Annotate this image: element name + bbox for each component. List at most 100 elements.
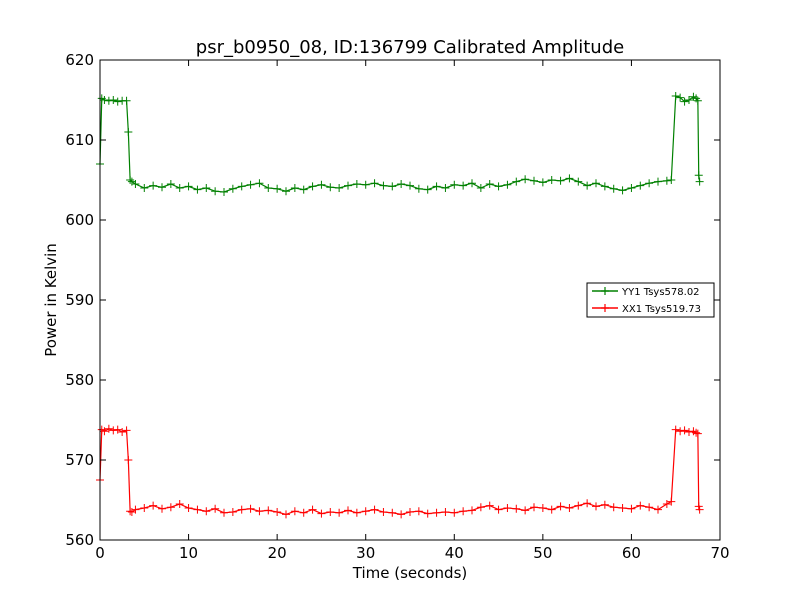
data-point [476,184,485,192]
data-point [308,505,317,514]
data-point [352,508,361,517]
data-point [335,184,344,192]
data-point [574,177,583,186]
data-point [654,505,662,514]
data-point [370,505,379,514]
data-point [476,503,485,512]
data-point [211,504,220,513]
data-point [140,504,149,512]
data-point [149,181,158,190]
data-point [211,187,220,196]
data-point [149,501,158,510]
data-point [671,92,680,100]
data-point [100,427,109,436]
data-point [667,176,676,184]
data-point [694,502,703,511]
data-point [414,507,423,516]
data-point [468,179,476,188]
data-point [538,178,547,187]
data-point [104,96,113,105]
data-point [556,502,565,511]
data-point [556,176,565,185]
legend-entry-xx1: XX1 Tsys519.73 [592,304,701,315]
data-point [184,182,193,191]
data-point [335,508,344,517]
data-point [432,182,441,191]
data-point [388,182,397,191]
data-point [246,504,255,513]
data-point [494,505,503,514]
data-point [645,503,654,512]
data-point [685,96,693,104]
data-point [547,505,556,514]
legend-marker-xx1 [601,304,609,312]
data-point [662,500,671,508]
data-point [344,506,352,515]
data-point [503,504,512,512]
data-point [441,184,450,192]
data-point [255,507,264,516]
data-point [609,184,618,193]
data-point [397,510,406,519]
data-point [131,505,140,514]
data-point [636,181,645,190]
data-point [237,505,246,514]
data-point [693,96,702,105]
data-point [397,180,406,188]
data-point [290,184,299,192]
x-tick-label: 50 [533,544,552,562]
data-point [692,428,701,437]
data-point [695,177,704,186]
data-point [109,426,118,435]
plot-area: 0 10 20 30 40 50 60 70 560 570 580 590 600 610 620 [65,51,729,562]
data-point [361,180,370,189]
data-point [459,507,468,516]
data-point [255,179,264,188]
data-point [468,506,476,515]
data-point [184,504,193,512]
x-tick-label: 30 [356,544,375,562]
data-point [166,503,175,512]
chart-title: psr_b0950_08, ID:136799 Calibrated Ampli… [196,37,624,58]
data-point [459,181,468,190]
data-point [583,499,592,508]
data-point [494,182,503,191]
data-point [676,427,685,436]
data-point [627,504,636,513]
x-tick-label: 10 [179,544,198,562]
data-point [662,176,671,185]
data-point [645,179,654,188]
data-point [450,508,459,517]
legend-entry-yy1: YY1 Tsys578.02 [592,287,700,298]
x-tick-label: 20 [268,544,287,562]
data-point [282,510,290,519]
x-tick-label: 40 [445,544,464,562]
data-point [104,424,113,433]
data-point [485,180,494,188]
data-point [282,187,290,196]
data-point [618,186,627,195]
data-point [126,507,135,516]
data-point [694,171,703,180]
y-tick-label: 610 [65,131,94,149]
legend-label-yy1: YY1 Tsys578.02 [621,287,700,298]
data-point [237,182,246,191]
data-point [326,508,335,516]
data-point [202,184,211,192]
data-point [530,176,538,185]
data-point [609,503,618,512]
data-point [521,506,530,515]
x-axis-label: Time (seconds) [352,564,468,582]
legend-marker-yy1 [601,287,609,295]
data-point [600,500,609,509]
data-point [676,93,685,102]
data-point [671,425,680,434]
y-tick-label: 580 [65,371,94,389]
data-point [512,177,521,186]
data-point [685,428,693,436]
data-point [423,185,432,194]
data-point [202,507,211,516]
data-point [175,500,184,508]
data-point [423,509,432,518]
series-0 [96,92,704,196]
